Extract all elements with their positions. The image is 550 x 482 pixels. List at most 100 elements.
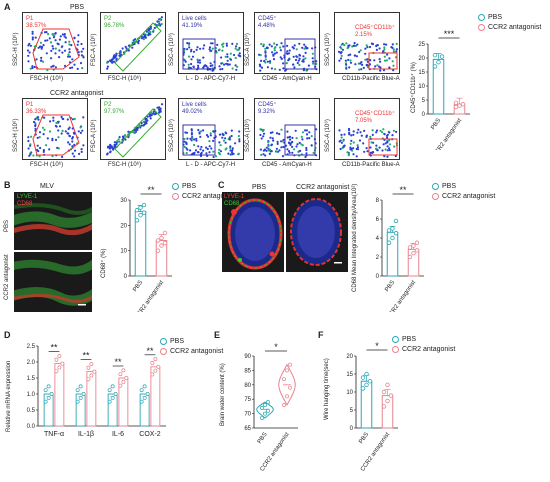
bar (54, 363, 65, 427)
data-point (260, 415, 264, 420)
data-point (134, 207, 140, 213)
y-tick-label: 70 (244, 412, 251, 418)
gate-label: Live cells (182, 102, 207, 108)
data-point (411, 243, 416, 248)
chartE-ylabel: Brain water content (%) (220, 363, 226, 426)
data-point (150, 361, 155, 365)
y-tick-label: 30 (120, 198, 127, 204)
data-point (386, 228, 392, 233)
data-point (156, 364, 161, 369)
data-point (107, 388, 112, 393)
flow-x-label: FSC-H (10⁶) (30, 76, 64, 82)
data-point (393, 218, 399, 224)
legend-c: PBS CCR2 antagonist (432, 183, 495, 200)
legend-ccr2-marker (172, 193, 179, 200)
data-point (436, 60, 441, 65)
data-point (153, 357, 158, 362)
data-point (57, 365, 62, 370)
data-point (162, 230, 168, 236)
y-tick-label: 15 (418, 70, 425, 76)
gate-label: P2 (104, 102, 112, 108)
data-point (75, 388, 80, 393)
panel-c-col1: PBS (252, 184, 267, 191)
chartF-ylabel: Wire hanging time(sec) (324, 358, 330, 420)
bar (386, 231, 399, 277)
data-point (364, 382, 369, 387)
legend-f: PBS CCR2 antagonist (392, 336, 455, 353)
flow-x-label: L - D - APC-Cy7-H (186, 162, 236, 168)
flow-x-label: CD11b-Pacific Blue-A (342, 162, 400, 168)
panel-c-col2: CCR2 antagonist (296, 184, 350, 191)
x-tick-label: PBS (358, 432, 370, 445)
legend-pbs-text: PBS (488, 14, 503, 21)
sig-mark: ** (114, 357, 122, 367)
flow-y-label: FSC-A (10⁶) (91, 119, 97, 152)
gate-percent: 38.57% (26, 23, 47, 29)
data-point (138, 213, 143, 218)
data-point (110, 384, 115, 389)
data-point (107, 399, 112, 404)
gate-percent: 7.05% (355, 118, 373, 124)
bar (107, 393, 118, 427)
data-point (155, 248, 161, 253)
y-tick-label: 80 (244, 383, 251, 389)
flow-x-label: FSC-H (10⁶) (108, 162, 142, 168)
data-point (78, 395, 83, 400)
data-point (414, 248, 420, 253)
data-point (60, 361, 65, 366)
flow-y-label: FSC-A (10⁶) (91, 33, 97, 66)
y-tick-label: 20 (120, 223, 127, 229)
data-point (282, 377, 286, 381)
data-point (159, 235, 164, 241)
brain-section-pbs: LYVE-1 CD68 (222, 192, 284, 272)
data-point (385, 382, 390, 387)
mrna-expression-chart: 0.0 0.5 1.0 1.5 2.0 2.5 ** TNF-α ** IL-1β ** IL-6 **… (27, 343, 166, 438)
flow-y-label: SSC-H (10⁶) (13, 118, 19, 152)
mlv-row2: CCR2 antagonist (4, 254, 10, 300)
legend-ccr2-text: CCR2 antagonist (442, 193, 496, 200)
data-point (49, 392, 54, 396)
data-point (381, 404, 387, 409)
flow-x-label: FSC-H (10⁶) (108, 76, 142, 82)
chartA-ylabel: CD45⁺CD11b⁺ (%) (411, 62, 417, 113)
y-tick-label: 2.5 (27, 344, 36, 350)
data-point (386, 240, 392, 245)
data-point (141, 202, 147, 208)
legend-pbs-text: PBS (402, 336, 417, 343)
gate-percent: 4.48% (258, 23, 276, 29)
flow-plot: CD45⁺CD11b⁺ 7.05% (334, 98, 400, 160)
mlv-row1: PBS (4, 219, 10, 232)
flow-y-label: SSC-A (10⁶) (169, 33, 175, 66)
flow-plot: P2 96.78% (100, 12, 166, 74)
gate-percent: 49.02% (182, 109, 203, 115)
data-point (89, 373, 94, 378)
y-tick-label: 85 (244, 368, 251, 374)
data-point (411, 250, 416, 256)
x-tick-label: TNF-α (44, 431, 64, 438)
panel-b-letter: B (4, 180, 11, 190)
gate-percent: 96.78% (104, 23, 125, 29)
y-tick-label: 0 (124, 274, 128, 280)
legend-a: PBS CCR2 antagonist (478, 14, 541, 31)
data-point (118, 383, 123, 388)
x-tick-label: PBS (384, 280, 396, 293)
legend-d: PBS CCR2 antagonist (160, 338, 223, 355)
bar (86, 371, 97, 427)
data-point (360, 375, 366, 380)
data-point (153, 368, 158, 373)
row1-label: PBS (70, 4, 85, 11)
data-point (139, 399, 144, 404)
y-tick-label: 6 (376, 217, 380, 223)
legend-ccr2-text: CCR2 antagonist (488, 24, 542, 31)
flow-plot: CD45⁺ 9.32% (254, 98, 320, 160)
data-point (110, 395, 115, 400)
data-point (134, 218, 140, 223)
gate-label: P2 (104, 16, 112, 22)
gate-label: CD45⁺CD11b⁺ (355, 111, 395, 117)
chartB-ylabel: CD68⁺ (%) (101, 248, 107, 278)
x-tick-label: PBS (430, 118, 442, 131)
flow-x-label: CD45 - AmCyan-H (262, 162, 312, 168)
data-point (393, 231, 399, 236)
